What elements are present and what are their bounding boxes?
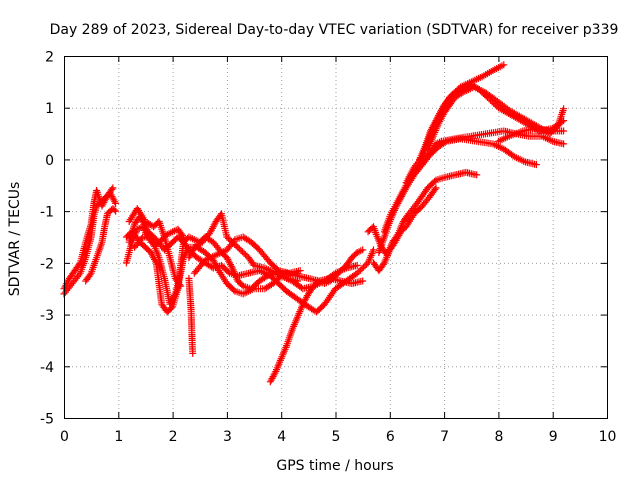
y-tick-label: -2 xyxy=(40,256,54,272)
x-tick-label: 9 xyxy=(549,429,558,445)
data-point xyxy=(137,235,145,243)
y-axis-label: SDTVAR / TECUs xyxy=(7,182,23,297)
series-track-11 xyxy=(185,274,197,357)
x-tick-label: 8 xyxy=(494,429,503,445)
x-tick-label: 4 xyxy=(277,429,286,445)
data-point xyxy=(271,369,279,377)
data-point xyxy=(273,265,281,273)
data-point xyxy=(294,277,301,285)
data-point xyxy=(110,206,118,214)
y-tick-label: -4 xyxy=(40,360,54,376)
data-point xyxy=(112,199,120,207)
data-point xyxy=(109,184,117,192)
data-point xyxy=(237,246,245,254)
data-point xyxy=(560,140,568,148)
series-track-19 xyxy=(424,83,568,153)
series-track-3 xyxy=(82,205,120,285)
data-point xyxy=(75,271,83,279)
series-track-10 xyxy=(190,233,304,277)
series-track-8 xyxy=(125,205,185,290)
data-point xyxy=(75,260,83,268)
y-tick-label: 2 xyxy=(45,50,54,66)
x-tick-label: 2 xyxy=(169,429,178,445)
data-point xyxy=(359,277,367,285)
series-track-14 xyxy=(370,184,440,275)
data-point xyxy=(532,161,540,169)
data-point xyxy=(353,269,361,277)
y-tick-label: -5 xyxy=(40,412,54,428)
data-point xyxy=(223,233,231,241)
x-tick-label: 1 xyxy=(114,429,123,445)
grid xyxy=(64,56,607,418)
series-track-2 xyxy=(60,189,120,298)
x-tick-label: 7 xyxy=(440,429,449,445)
axes: 0 1 2 3 4 5 6 7 8 9 10 -5 -4 -3 -2 -1 0 1 2 xyxy=(40,50,616,446)
y-tick-label: -1 xyxy=(40,205,54,221)
series-track-20 xyxy=(494,124,568,145)
data-point xyxy=(189,349,197,357)
data-point xyxy=(180,233,187,241)
data-point xyxy=(178,231,186,239)
data-point xyxy=(108,185,116,193)
x-tick-label: 10 xyxy=(599,429,617,445)
data-point xyxy=(235,245,243,253)
data-points xyxy=(60,61,568,386)
x-axis-label: GPS time / hours xyxy=(276,458,393,474)
data-point xyxy=(500,61,508,69)
data-point xyxy=(431,185,439,193)
data-point xyxy=(170,292,178,300)
data-point xyxy=(370,246,377,254)
x-tick-label: 0 xyxy=(60,429,69,445)
data-point xyxy=(358,265,366,273)
data-point xyxy=(111,198,119,206)
data-point xyxy=(359,246,367,254)
chart-title: Day 289 of 2023, Sidereal Day-to-day VTE… xyxy=(50,22,619,38)
data-point xyxy=(359,263,367,271)
data-point xyxy=(560,127,568,135)
series-track-18 xyxy=(416,61,508,163)
data-point xyxy=(242,251,249,259)
data-point xyxy=(560,105,568,113)
data-point xyxy=(473,171,481,179)
data-point xyxy=(452,88,460,95)
data-point xyxy=(432,184,440,192)
data-point xyxy=(234,243,242,251)
data-point xyxy=(214,265,222,273)
data-point xyxy=(176,281,184,289)
y-tick-label: 1 xyxy=(45,101,54,117)
x-tick-label: 6 xyxy=(386,429,395,445)
x-tick-label: 3 xyxy=(223,429,232,445)
data-point xyxy=(296,267,304,275)
data-point xyxy=(227,262,235,270)
data-point xyxy=(353,261,361,269)
data-point xyxy=(112,207,120,215)
y-tick-label: -3 xyxy=(40,308,54,324)
series-track-12 xyxy=(266,246,367,386)
data-point xyxy=(86,271,94,279)
data-point xyxy=(453,86,461,94)
x-tick-label: 5 xyxy=(332,429,341,445)
y-tick-label: 0 xyxy=(45,153,54,169)
data-point xyxy=(177,282,185,290)
